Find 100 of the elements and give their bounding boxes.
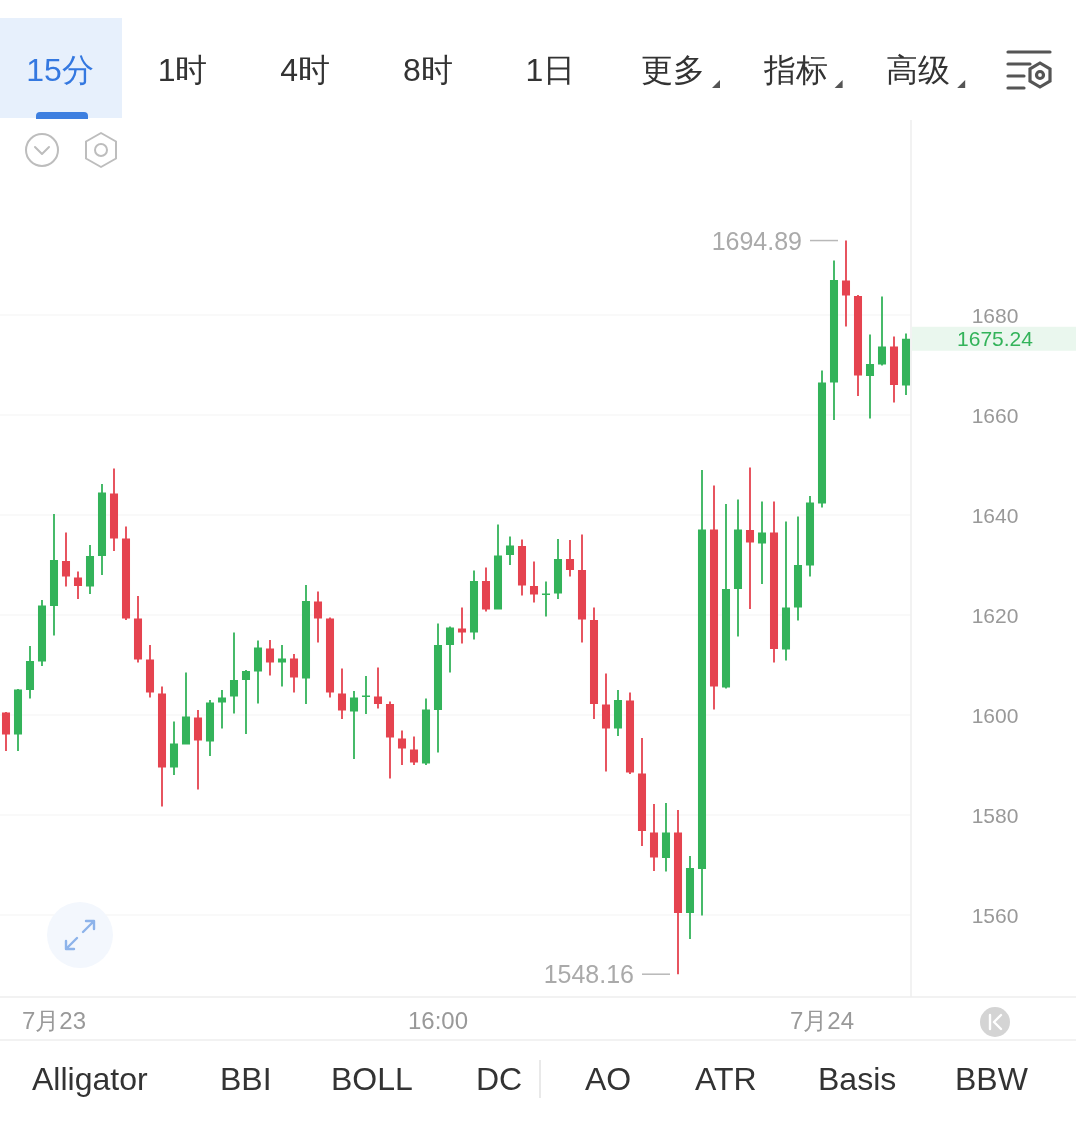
candlestick [289, 654, 299, 693]
candlestick [49, 514, 59, 636]
text: ATR [695, 1061, 757, 1097]
candlestick [157, 686, 167, 807]
candlestick [361, 676, 371, 714]
candlestick [481, 567, 491, 612]
candlestick [349, 691, 359, 759]
candlestick [433, 623, 443, 753]
annotation: 1694.89 [711, 226, 802, 255]
candlestick [409, 736, 419, 765]
candlestick [277, 645, 287, 687]
candlestick [541, 581, 551, 617]
text: 8时 [402, 52, 453, 88]
candlestick [109, 468, 119, 551]
text: 更多 [641, 52, 705, 88]
text: 1时 [157, 52, 208, 88]
y-tick-label: 1620 [971, 603, 1019, 627]
y-tick-label: 1640 [971, 503, 1019, 527]
candlestick [121, 526, 131, 620]
candlestick [829, 260, 839, 420]
candlestick [469, 570, 479, 640]
candlestick [169, 721, 179, 775]
text: Alligator [32, 1061, 148, 1097]
candlestick [1, 712, 11, 751]
candlestick [445, 626, 455, 673]
candlestick [325, 617, 335, 698]
x-tick-label: 16:00 [407, 1006, 469, 1034]
candlestick [661, 803, 671, 872]
candlestick [193, 710, 203, 790]
candlestick [697, 470, 707, 916]
candlestick [85, 545, 95, 594]
y-tick-label: 1600 [971, 703, 1019, 727]
candlestick [673, 810, 683, 975]
y-tick-label: 1660 [971, 403, 1019, 427]
candlestick [217, 690, 227, 729]
candlestick [205, 700, 215, 756]
candlestick [313, 591, 323, 643]
candlestick [385, 701, 395, 779]
text: Basis [818, 1061, 897, 1097]
candlestick [181, 672, 191, 745]
candlestick [505, 536, 515, 565]
candlestick [145, 645, 155, 698]
candlestick [529, 561, 539, 603]
candlestick [745, 467, 755, 609]
candlestick [241, 670, 251, 734]
candlestick [757, 501, 767, 584]
candlestick [457, 607, 467, 644]
candlestick [337, 668, 347, 719]
y-tick-label: 1680 [971, 303, 1019, 327]
candlestick [25, 646, 35, 699]
candlestick [793, 516, 803, 621]
candlestick [613, 690, 623, 736]
candlestick [37, 600, 47, 666]
annotation: 1548.16 [543, 960, 634, 989]
candlestick [637, 738, 647, 846]
candlestick [553, 539, 563, 599]
candlestick [565, 540, 575, 577]
candlestick [97, 484, 107, 575]
text: 4时 [280, 52, 331, 88]
candlestick [625, 692, 635, 774]
candlestick [421, 698, 431, 765]
candlestick [733, 499, 743, 637]
x-tick-label: 7月23 [21, 1006, 87, 1034]
candlestick [601, 673, 611, 772]
candlestick [841, 240, 851, 327]
candlestick [769, 501, 779, 663]
candlestick [301, 585, 311, 704]
text: BBW [955, 1061, 1029, 1097]
candlestick [577, 534, 587, 643]
text: DC [476, 1061, 523, 1097]
candlestick [589, 607, 599, 719]
text: BBI [220, 1061, 272, 1097]
text: 高级 [886, 52, 951, 88]
candlestick [517, 539, 527, 596]
candlestick [853, 295, 863, 396]
text: 15分 [26, 52, 94, 88]
x-tick-label: 7月24 [789, 1006, 855, 1034]
text: 1日 [525, 52, 576, 88]
candlestick [709, 485, 719, 710]
candlestick [61, 532, 71, 587]
candlestick [133, 596, 143, 663]
text: AO [585, 1061, 632, 1097]
candlestick [889, 336, 899, 403]
candlestick [685, 856, 695, 939]
text: BOLL [331, 1061, 413, 1097]
text: 1675.24 [957, 327, 1034, 351]
candlestick [817, 370, 827, 508]
candlestick [397, 730, 407, 765]
candlestick [865, 334, 875, 419]
candlestick [721, 504, 731, 689]
candlestick [229, 632, 239, 714]
candlestick [373, 667, 383, 709]
text: 指标 [762, 52, 828, 88]
candlestick [73, 571, 83, 599]
candlestick [493, 524, 503, 610]
candlestick [253, 640, 263, 704]
y-tick-label: 1580 [971, 803, 1019, 827]
candlestick [649, 804, 659, 871]
candlestick [13, 689, 23, 751]
candlestick [265, 640, 275, 676]
